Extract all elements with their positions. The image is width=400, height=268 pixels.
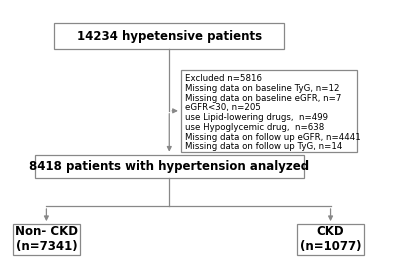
Text: Missing data on follow up TyG, n=14: Missing data on follow up TyG, n=14 [186,142,343,151]
Text: CKD
(n=1077): CKD (n=1077) [300,225,361,254]
FancyBboxPatch shape [181,70,358,152]
Text: Missing data on baseline TyG, n=12: Missing data on baseline TyG, n=12 [186,84,340,93]
Text: eGFR<30, n=205: eGFR<30, n=205 [186,103,261,113]
Text: Missing data on baseline eGFR, n=7: Missing data on baseline eGFR, n=7 [186,94,342,103]
Text: Missing data on follow up eGFR, n=4441: Missing data on follow up eGFR, n=4441 [186,133,361,142]
Text: 14234 hypetensive patients: 14234 hypetensive patients [77,30,262,43]
Text: Non- CKD
(n=7341): Non- CKD (n=7341) [15,225,78,254]
FancyBboxPatch shape [13,224,80,255]
FancyBboxPatch shape [54,23,284,49]
Text: 8418 patients with hypertension analyzed: 8418 patients with hypertension analyzed [29,160,309,173]
FancyBboxPatch shape [297,224,364,255]
FancyBboxPatch shape [35,155,304,178]
Text: Excluded n=5816: Excluded n=5816 [186,74,262,83]
Text: use Lipid-lowering drugs,  n=499: use Lipid-lowering drugs, n=499 [186,113,328,122]
Text: use Hypoglycemic drug,  n=638: use Hypoglycemic drug, n=638 [186,123,325,132]
